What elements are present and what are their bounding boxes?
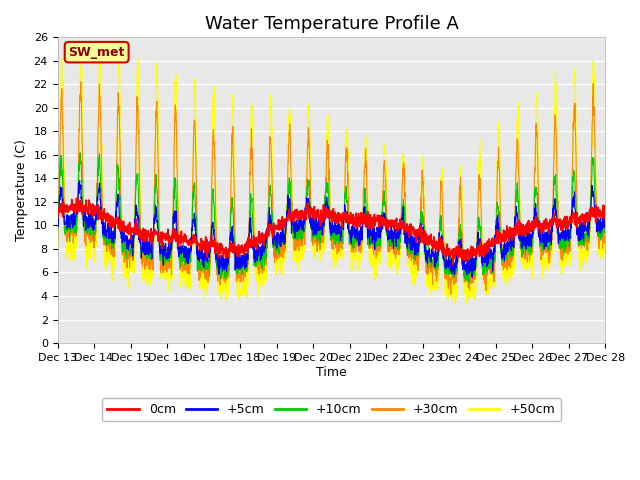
Legend: 0cm, +5cm, +10cm, +30cm, +50cm: 0cm, +5cm, +10cm, +30cm, +50cm bbox=[102, 398, 561, 421]
Title: Water Temperature Profile A: Water Temperature Profile A bbox=[205, 15, 458, 33]
Y-axis label: Temperature (C): Temperature (C) bbox=[15, 139, 28, 241]
Text: SW_met: SW_met bbox=[68, 46, 125, 59]
X-axis label: Time: Time bbox=[316, 365, 347, 379]
